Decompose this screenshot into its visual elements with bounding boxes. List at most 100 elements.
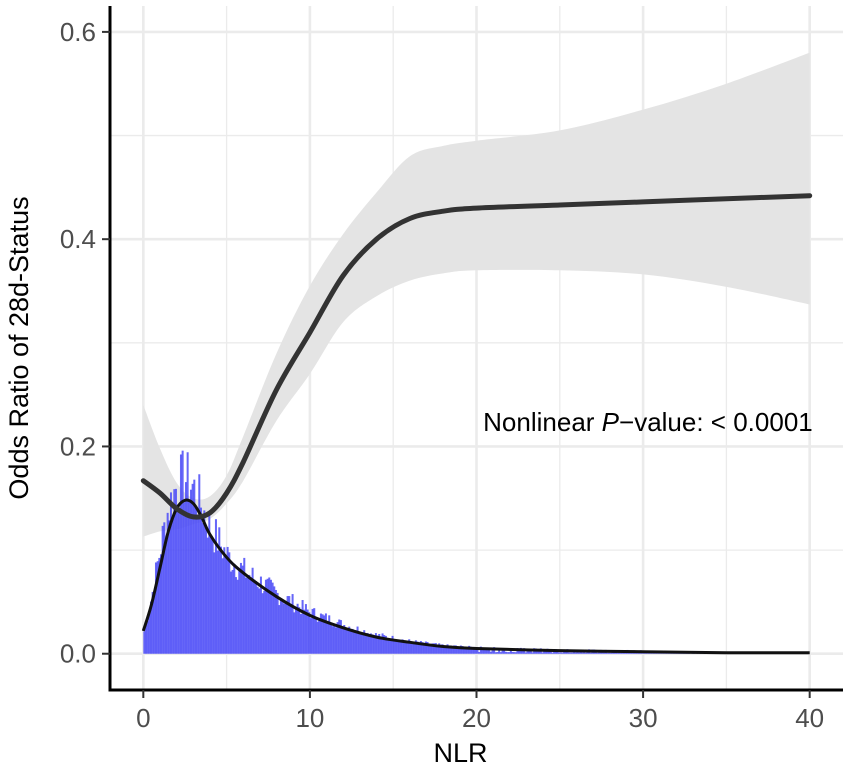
confidence-band-layer: [143, 52, 810, 537]
histogram-bar: [308, 612, 311, 654]
histogram-bar: [391, 635, 394, 654]
histogram-bar: [331, 626, 334, 654]
histogram-bar: [509, 649, 512, 654]
histogram-bar: [389, 640, 392, 654]
odds-ratio-spline: [140, 193, 813, 520]
histogram-bar: [218, 527, 221, 654]
histogram-bar: [309, 618, 312, 654]
histogram-bar: [418, 642, 421, 654]
histogram-bar: [293, 612, 296, 654]
histogram-bar: [318, 620, 321, 654]
histogram-bar: [178, 510, 181, 654]
histogram-bar: [281, 599, 284, 654]
histogram-bar: [341, 628, 344, 654]
annotation-prefix: Nonlinear: [483, 407, 602, 437]
histogram-bar: [386, 638, 389, 654]
histogram-bar: [279, 599, 282, 654]
histogram-bar: [421, 642, 424, 654]
histogram-bar: [444, 646, 447, 654]
histogram-bar: [446, 644, 449, 654]
histogram-bar: [338, 619, 341, 654]
histogram-bar: [379, 636, 382, 654]
histogram-bar: [306, 609, 309, 654]
histogram-bar: [443, 645, 446, 654]
histogram-bar: [409, 641, 412, 654]
histogram-bar: [143, 631, 146, 654]
histogram-bar: [441, 644, 444, 654]
histogram-bar: [513, 652, 516, 654]
histogram-bar: [226, 546, 229, 654]
histogram-bar: [414, 640, 417, 654]
histogram-bar: [291, 594, 294, 654]
histogram-bar: [508, 652, 511, 654]
histogram-bar: [494, 652, 497, 654]
histogram-bar: [261, 593, 264, 654]
histogram-bar: [538, 649, 541, 654]
histogram-bar: [294, 606, 297, 654]
histogram-bar: [223, 547, 226, 654]
histogram-bar: [433, 643, 436, 654]
histogram-bar: [328, 615, 331, 654]
histogram-bar: [299, 614, 302, 654]
histogram-bar: [201, 522, 204, 654]
histogram-bar: [284, 600, 287, 654]
histogram-bar: [491, 648, 494, 654]
histogram-bar: [374, 633, 377, 654]
histogram-bar: [246, 575, 249, 654]
histogram-bar: [478, 652, 481, 654]
histogram-bar: [531, 652, 534, 654]
histogram-bar: [506, 652, 509, 654]
histogram-bar: [403, 640, 406, 654]
histogram-bar: [358, 632, 361, 654]
histogram-bar: [461, 646, 464, 654]
histogram-bar: [388, 638, 391, 654]
histogram-bar: [239, 562, 242, 654]
histogram-bar: [158, 557, 161, 654]
histogram-bar: [361, 634, 364, 654]
histogram-bar: [436, 644, 439, 654]
histogram-bar: [583, 652, 586, 654]
histogram-bar: [243, 557, 246, 654]
histogram-bar: [578, 652, 581, 654]
histogram-bar: [439, 644, 442, 654]
histogram-bar: [481, 648, 484, 654]
histogram-bar: [471, 648, 474, 654]
histogram-bar: [221, 558, 224, 654]
histogram-bar: [473, 646, 476, 654]
histogram-bar: [154, 562, 157, 654]
histogram-bar: [456, 646, 459, 654]
x-tick-label: 30: [629, 703, 658, 733]
histogram-bar: [488, 647, 491, 654]
histogram-bar: [303, 609, 306, 654]
histogram-bar: [336, 622, 339, 654]
nonlinear-p-value-annotation: Nonlinear P−value: < 0.0001: [483, 407, 813, 437]
histogram-bar: [204, 525, 207, 654]
histogram-bar: [349, 631, 352, 654]
histogram-bar: [419, 641, 422, 654]
histogram-bar: [263, 590, 266, 654]
histogram-bar: [181, 450, 184, 654]
histogram-bar: [371, 634, 374, 654]
histogram-bar: [146, 621, 149, 654]
histogram-bar: [424, 641, 427, 654]
x-axis-title: NLR: [433, 738, 487, 768]
histogram-bar: [199, 507, 202, 654]
y-tick-label: 0.6: [60, 17, 96, 47]
histogram-bar: [174, 488, 177, 654]
histogram-bar: [399, 641, 402, 654]
histogram-bar: [526, 649, 529, 654]
histogram-bar: [448, 645, 451, 654]
histogram-bar: [479, 646, 482, 654]
histogram-bar: [598, 652, 601, 654]
histogram-bar: [334, 627, 337, 654]
histogram-bar: [646, 652, 649, 654]
histogram-bar: [296, 603, 299, 654]
histogram-bar: [348, 626, 351, 654]
histogram-bar: [269, 579, 272, 654]
histogram-bar: [266, 578, 269, 654]
histogram-bar: [363, 630, 366, 654]
density-layer: [141, 498, 810, 655]
histogram-bar: [514, 652, 517, 654]
histogram-bar: [431, 643, 434, 654]
